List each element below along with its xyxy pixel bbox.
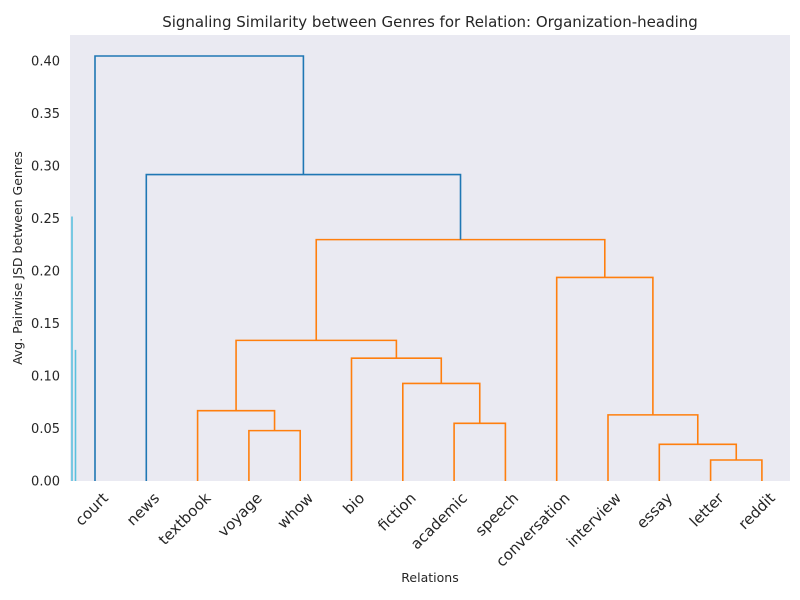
leaf-label-essay: essay — [633, 489, 676, 532]
dendrogram-link-12 — [94, 55, 305, 481]
leaf-label-textbook: textbook — [155, 489, 215, 549]
leaf-label-court: court — [72, 489, 112, 529]
y-tick-label: 0.35 — [31, 107, 60, 122]
leaf-label-fiction: fiction — [374, 489, 420, 535]
leaf-label-bio: bio — [339, 489, 368, 518]
leaf-label-interview: interview — [563, 489, 625, 551]
leaf-label-speech: speech — [472, 489, 523, 540]
dendrogram-link-5 — [235, 339, 398, 411]
dendrogram-link-7 — [658, 443, 738, 481]
y-tick-label: 0.10 — [31, 370, 60, 385]
x-axis-title: Relations — [401, 570, 458, 585]
y-axis-title: Avg. Pairwise JSD between Genres — [10, 151, 25, 365]
y-tick-label: 0.40 — [31, 55, 60, 70]
y-tick-label: 0.25 — [31, 212, 60, 227]
leaf-label-voyage: voyage — [214, 489, 266, 541]
leaf-label-academic: academic — [407, 489, 471, 553]
y-tick-label: 0.05 — [31, 422, 60, 437]
leaf-label-reddit: reddit — [735, 489, 779, 533]
dendrogram-link-4 — [350, 357, 443, 481]
y-tick-label: 0.15 — [31, 317, 60, 332]
y-tick-label: 0.00 — [31, 475, 60, 490]
leaf-label-news: news — [123, 489, 163, 529]
plot-background — [70, 35, 790, 481]
dendrogram-links — [94, 55, 763, 481]
leaf-label-letter: letter — [686, 489, 728, 531]
y-tick-label: 0.20 — [31, 265, 60, 280]
dendrogram-link-3 — [402, 382, 481, 481]
dendrogram-link-11 — [145, 173, 462, 481]
y-axis-ticks: 0.00 0.05 0.10 0.15 0.20 0.25 0.30 0.35 0.40 — [31, 55, 60, 490]
chart-title: Signaling Similarity between Genres for … — [162, 13, 698, 31]
y-tick-label: 0.30 — [31, 160, 60, 175]
left-bars-group — [71, 216, 77, 481]
leaf-label-whow: whow — [274, 489, 317, 532]
dendrogram-link-6 — [709, 459, 763, 481]
